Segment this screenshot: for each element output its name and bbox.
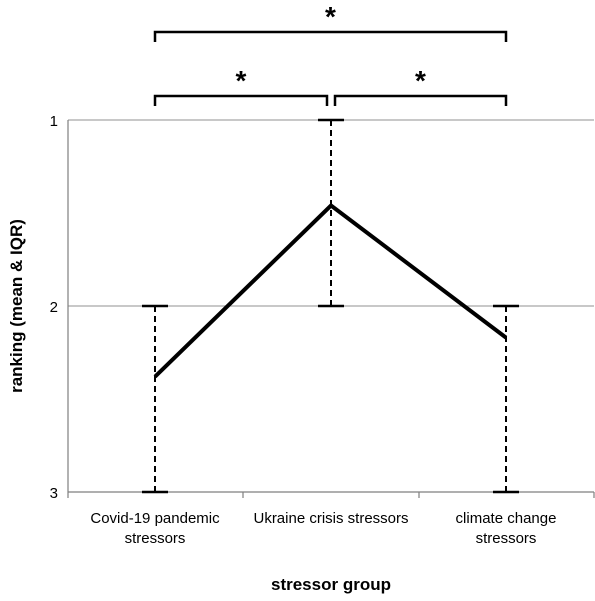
significance-layer: * * * xyxy=(153,1,508,106)
significance-bracket-0 xyxy=(153,94,329,106)
x-tick-label-0: Covid-19 pandemic stressors xyxy=(90,510,220,547)
error-bars-layer xyxy=(142,118,519,494)
y-axis-label: ranking (mean & IQR) xyxy=(7,219,26,393)
axis-layer: 1 2 3 Covid-19 pandemic stressors Ukraine cri… xyxy=(50,113,595,547)
series-line-layer xyxy=(153,202,508,379)
data-point-2 xyxy=(505,336,507,339)
significance-bracket-2 xyxy=(153,30,508,42)
data-point-0 xyxy=(154,375,156,378)
significance-bracket-1 xyxy=(333,94,508,106)
x-tick-label-2: climate change stressors xyxy=(456,510,557,547)
x-tick-label-1: Ukraine crisis stressors xyxy=(253,510,408,527)
label-layer: ranking (mean & IQR) stressor group xyxy=(7,219,391,594)
x-axis-label: stressor group xyxy=(271,575,391,594)
y-tick-label-3: 3 xyxy=(50,485,58,502)
y-tick-label-2: 2 xyxy=(50,299,58,316)
significance-label-2: * xyxy=(325,1,336,32)
y-tick-label-1: 1 xyxy=(50,113,58,130)
significance-label-1: * xyxy=(415,65,426,96)
data-point-1 xyxy=(330,204,332,207)
significance-label-0: * xyxy=(236,65,247,96)
